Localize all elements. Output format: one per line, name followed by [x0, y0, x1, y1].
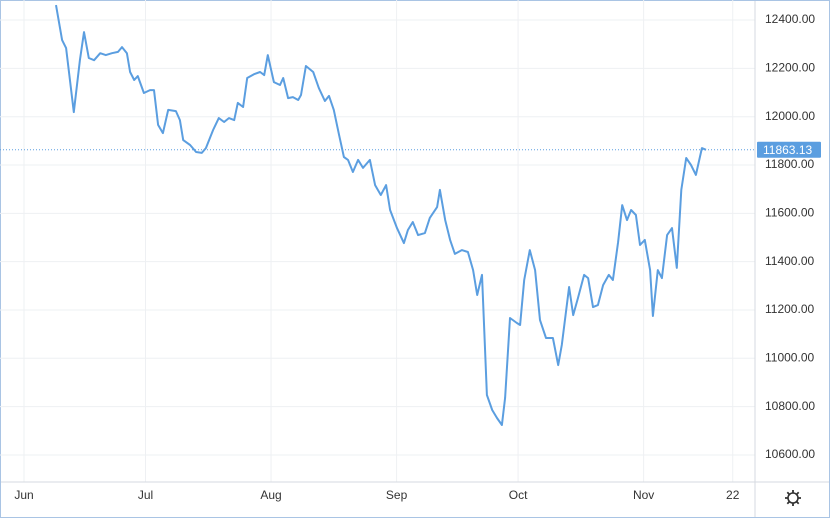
last-price-box — [757, 141, 821, 158]
last-price-label: 11863.13 — [763, 143, 812, 157]
y-tick-label: 11800.00 — [765, 157, 814, 171]
grid — [0, 0, 755, 482]
y-tick-label: 11200.00 — [765, 302, 814, 316]
y-tick-label: 12000.00 — [765, 109, 815, 123]
x-tick-label: Nov — [633, 488, 654, 502]
x-tick-label: Jun — [14, 488, 33, 502]
x-tick-label: Sep — [386, 488, 408, 502]
plot — [55, 4, 707, 426]
gear-teeth — [785, 490, 801, 506]
x-tick-label: 22 — [726, 488, 740, 502]
y-tick-label: 11600.00 — [765, 206, 814, 220]
x-tick-label: Oct — [509, 488, 528, 502]
x-tick-label: Aug — [260, 488, 281, 502]
y-tick-label: 11000.00 — [765, 350, 814, 364]
price-line — [55, 4, 707, 426]
x-tick-label: Jul — [138, 488, 153, 502]
y-tick-label: 10600.00 — [765, 447, 815, 461]
y-tick-label: 11400.00 — [765, 254, 814, 268]
y-tick-label: 12400.00 — [765, 12, 815, 26]
y-tick-label: 12200.00 — [765, 61, 815, 75]
settings-icon[interactable] — [785, 490, 801, 506]
y-tick-label: 10800.00 — [765, 399, 815, 413]
